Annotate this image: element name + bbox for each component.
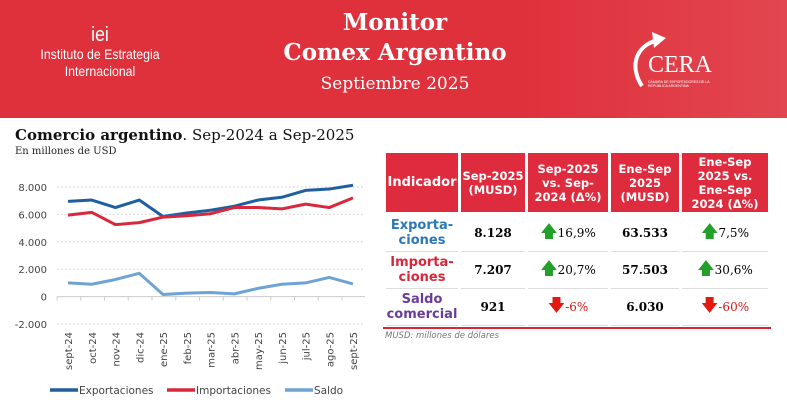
row-label: Importa-ciones xyxy=(386,252,458,289)
title-line1: Monitor xyxy=(342,9,448,36)
y-tick-label: 2.000 xyxy=(18,265,47,276)
x-tick-label: nov-24 xyxy=(112,332,123,366)
chart-title-rest: . Sep-2024 a Sep-2025 xyxy=(182,126,355,144)
sep-var-cell: 🡅20,7% xyxy=(528,252,608,289)
th-indicador: Indicador xyxy=(386,153,458,215)
table-row: Importa-ciones 7.207 🡅20,7% 57.503 🡅30,6… xyxy=(386,252,768,289)
ytd-value: 63.533 xyxy=(611,215,679,252)
cera-logo: CERA CÁMARA DE EXPORTADORES DE LA REPÚBL… xyxy=(628,28,720,88)
cera-subtext: CÁMARA DE EXPORTADORES DE LA REPÚBLICA A… xyxy=(648,80,710,88)
th-ytd: Ene-Sep 2025 (MUSD) xyxy=(611,153,679,215)
sep-var-cell: 🡇-6% xyxy=(528,289,608,326)
table-rule xyxy=(383,327,771,329)
legend-label: Exportaciones xyxy=(79,385,154,397)
cera-text: CERA xyxy=(648,52,713,78)
arrow-logo-icon xyxy=(633,32,666,88)
header-banner: iei Instituto de Estrategia Internaciona… xyxy=(0,0,787,118)
y-tick-label: -2.000 xyxy=(15,320,47,331)
x-tick-label: jul-25 xyxy=(302,332,313,361)
iei-logo: iei Instituto de Estrategia Internaciona… xyxy=(38,24,161,80)
sep-value: 921 xyxy=(461,289,525,326)
y-tick-label: 8.000 xyxy=(18,183,47,194)
line-chart: -2.000 0 2.000 4.000 6.000 8.000 sept-24 oct-24… xyxy=(15,183,365,397)
ytd-value: 57.503 xyxy=(611,252,679,289)
x-tick-label: abr-25 xyxy=(230,332,241,364)
x-tick-label: feb-25 xyxy=(183,332,194,364)
subtitle: Septiembre 2025 xyxy=(320,74,470,94)
ytd-var: 30,6% xyxy=(714,262,753,277)
pattern xyxy=(520,0,787,118)
row-label: Saldo comercial xyxy=(386,289,458,326)
ytd-var: -60% xyxy=(718,299,750,314)
legend-label: Importaciones xyxy=(196,385,271,397)
arrow-up-icon: 🡅 xyxy=(540,221,558,242)
series-line-exportaciones xyxy=(67,183,354,218)
arrow-down-icon: 🡇 xyxy=(547,295,566,316)
arrow-up-icon: 🡅 xyxy=(697,258,715,279)
th-ytd-var: Ene-Sep 2025 vs. Ene-Sep 2024 (Δ%) xyxy=(682,153,768,215)
x-tick-label: ene-25 xyxy=(159,332,170,367)
arrow-down-icon: 🡇 xyxy=(700,295,719,316)
ytd-var-cell: 🡅30,6% xyxy=(682,252,768,289)
iei-short: iei xyxy=(91,24,109,46)
x-tick-label: ago-25 xyxy=(325,332,336,367)
x-tick-label: sept-25 xyxy=(349,332,360,370)
x-tick-label: jun-25 xyxy=(278,332,289,365)
ytd-value: 6.030 xyxy=(611,289,679,326)
legend-label: Saldo xyxy=(314,385,343,397)
chart-title-bold: Comercio argentino xyxy=(15,126,183,144)
x-tick-label: may-25 xyxy=(254,332,265,370)
series-line-saldo xyxy=(67,271,354,297)
footnote: MUSD: millones de dólares xyxy=(385,331,500,341)
th-sep-var: Sep-2025 vs. Sep-2024 (Δ%) xyxy=(528,153,608,215)
table-row: Exporta-ciones 8.128 🡅16,9% 63.533 🡅7,5% xyxy=(386,215,768,252)
x-tick-label: oct-24 xyxy=(88,332,99,364)
y-tick-label: 0 xyxy=(41,293,47,304)
ytd-var: 7,5% xyxy=(718,225,749,240)
sep-value: 7.207 xyxy=(461,252,525,289)
x-tick-label: sept-24 xyxy=(64,332,75,370)
indicator-table: Indicador Sep-2025 (MUSD) Sep-2025 vs. S… xyxy=(383,153,771,326)
y-tick-label: 6.000 xyxy=(18,210,47,221)
th-sep: Sep-2025 (MUSD) xyxy=(461,153,525,215)
sep-var-cell: 🡅16,9% xyxy=(528,215,608,252)
row-label: Exporta-ciones xyxy=(386,215,458,252)
x-tick-label: dic-24 xyxy=(135,332,146,363)
sep-var: -6% xyxy=(565,299,589,314)
page-title: Monitor Comex Argentino Septiembre 2025 xyxy=(250,8,540,94)
chart-unit: En millones de USD xyxy=(15,146,117,157)
sep-var: 20,7% xyxy=(557,262,596,277)
x-tick-label: mar-25 xyxy=(207,332,218,368)
title-line2: Comex Argentino xyxy=(283,39,507,66)
table-row: Saldo comercial 921 🡇-6% 6.030 🡇-60% xyxy=(386,289,768,326)
sep-value: 8.128 xyxy=(461,215,525,252)
ytd-var-cell: 🡅7,5% xyxy=(682,215,768,252)
iei-line2: Internacional xyxy=(64,63,136,79)
sep-var: 16,9% xyxy=(557,225,596,240)
arrow-up-icon: 🡅 xyxy=(540,258,558,279)
y-tick-label: 4.000 xyxy=(18,238,47,249)
arrow-up-icon: 🡅 xyxy=(701,221,719,242)
ytd-var-cell: 🡇-60% xyxy=(682,289,768,326)
chart-title: Comercio argentino. Sep-2024 a Sep-2025 xyxy=(15,126,354,144)
iei-line1: Instituto de Estrategia xyxy=(40,46,160,62)
